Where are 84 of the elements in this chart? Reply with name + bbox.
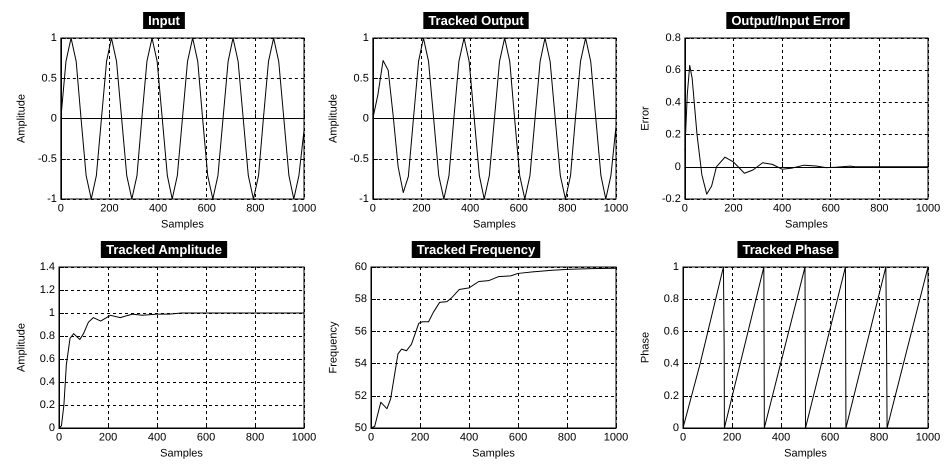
y-tick-label: 0.2 [666,128,681,141]
x-axis-title: Samples [784,447,828,460]
y-tick-label: 1 [362,32,369,44]
y-tick-label: 1 [48,307,55,319]
x-tick-label: 400 [772,202,792,214]
y-tick-label: 1 [672,261,679,273]
y-tick-label: 50 [354,422,367,434]
y-tick-label: 0.2 [40,399,55,411]
y-tick-label: 1.2 [40,284,55,296]
y-tick-label: 0 [48,422,55,434]
y-tick-label: 0.5 [42,72,57,84]
x-tick-label: 1000 [604,202,628,214]
chart-title: Tracked Output [428,13,524,28]
y-tick-label: 52 [354,390,367,402]
chart-title: Tracked Amplitude [106,242,222,257]
y-tick-label: 54 [354,358,367,370]
y-tick-label: 58 [354,293,367,306]
y-tick-label: 0.8 [664,293,679,306]
x-tick-label: 200 [410,432,430,444]
x-tick-label: 1000 [916,202,940,214]
x-tick-label: 600 [510,202,528,214]
y-tick-label: -0.5 [350,152,369,165]
y-tick-label: 0.2 [664,390,679,402]
x-axis-title: Samples [161,218,204,230]
y-axis-title: Amplitude [16,94,28,143]
y-tick-label: 0.8 [666,32,681,44]
x-tick-label: 1000 [292,432,316,444]
y-tick-label: 56 [354,325,367,338]
y-axis-title: Error [640,106,652,131]
x-tick-label: 400 [460,202,480,214]
y-tick-label: 0.4 [40,376,55,388]
x-tick-label: 200 [722,432,742,444]
y-tick-label: 0 [50,112,57,124]
x-tick-label: 400 [148,432,166,444]
x-tick-label: 200 [412,202,431,214]
x-tick-label: 800 [870,432,888,444]
x-tick-label: 400 [460,432,478,444]
x-tick-label: 400 [148,202,168,214]
y-tick-label: 0.5 [354,72,369,84]
chart-title: Tracked Phase [742,242,834,257]
y-tick-label: 0.6 [666,64,681,76]
y-axis-title: Amplitude [16,323,28,372]
y-axis-title: Frequency [328,321,340,374]
x-tick-label: 1000 [604,432,628,444]
x-tick-label: 200 [724,202,743,214]
x-tick-label: 800 [558,432,576,444]
x-tick-label: 800 [870,202,889,214]
y-tick-label: 0.8 [40,330,55,342]
y-tick-label: 0 [672,422,679,434]
y-tick-label: -1 [359,193,369,205]
chart-title: Input [148,13,181,28]
y-tick-label: 0.4 [664,358,679,370]
x-tick-label: 600 [820,432,840,444]
chart-title: Tracked Frequency [416,242,536,257]
x-tick-label: 400 [772,432,790,444]
x-axis-title: Samples [473,218,516,230]
y-tick-label: 0.6 [40,353,55,365]
x-tick-label: 600 [508,432,528,444]
y-tick-label: 60 [354,261,367,273]
y-tick-label: -1 [47,193,57,205]
y-tick-label: -0.2 [662,193,681,205]
y-tick-label: -0.5 [38,152,57,165]
x-tick-label: 600 [198,202,216,214]
x-tick-label: 200 [98,432,118,444]
y-tick-label: 0 [362,112,369,124]
chart-title: Output/Input Error [731,13,845,28]
y-axis-title: Amplitude [328,94,340,143]
x-tick-label: 1000 [916,432,940,444]
x-tick-label: 800 [246,432,264,444]
y-tick-label: 0.4 [666,96,681,108]
y-tick-label: 1 [50,32,57,44]
x-axis-title: Samples [160,447,204,460]
x-tick-label: 600 [196,432,216,444]
x-axis-title: Samples [785,218,828,230]
x-tick-label: 200 [100,202,119,214]
x-tick-label: 800 [246,202,265,214]
x-tick-label: 800 [558,202,577,214]
x-tick-label: 1000 [292,202,316,214]
y-tick-label: 1.4 [40,261,55,273]
x-tick-label: 600 [822,202,840,214]
y-axis-title: Phase [640,332,652,364]
y-tick-label: 0.6 [664,325,679,338]
x-axis-title: Samples [472,447,516,460]
y-tick-label: 0 [674,160,681,173]
